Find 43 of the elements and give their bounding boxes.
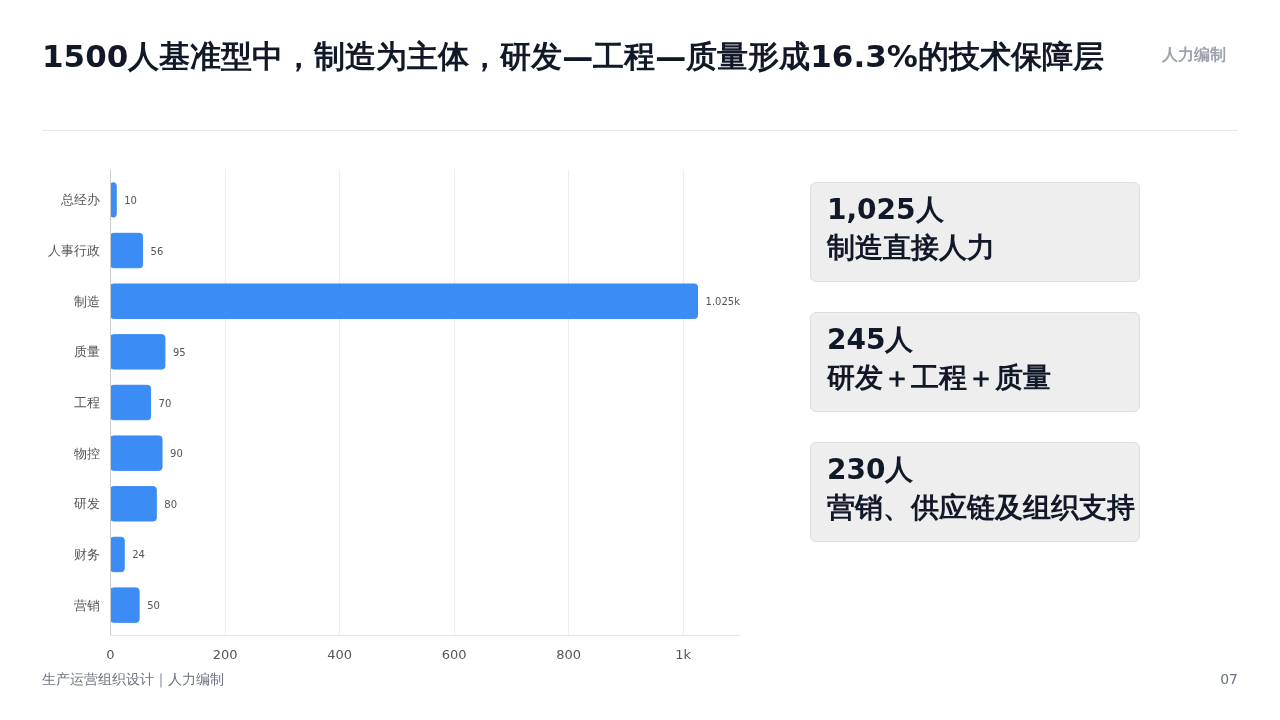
bar [110, 283, 699, 319]
x-tick-label: 400 [327, 646, 353, 662]
text: 生产运营组织设计｜人力编制 [42, 670, 224, 689]
bar [110, 334, 166, 370]
bar [110, 232, 144, 269]
bar [110, 536, 125, 573]
y-tick-label: 总经办 [59, 192, 100, 208]
text: 1,025人 [827, 193, 944, 226]
data-label: 56 [150, 245, 164, 257]
data-label: 10 [124, 194, 137, 206]
data-label: 95 [172, 346, 186, 358]
y-tick-label: 工程 [73, 395, 100, 410]
text: 人力编制 [1162, 44, 1226, 66]
chart-title: 1500人基准型中，制造为主体，研发—工程—质量形成16.3%的技术保障层 [42, 37, 1104, 76]
y-tick-label: 营销 [73, 597, 100, 613]
bar [110, 486, 157, 522]
y-tick-label: 研发 [73, 496, 100, 512]
data-label: 24 [132, 549, 145, 561]
y-tick-label: 财务 [73, 546, 100, 562]
y-tick-label: 制造 [73, 293, 100, 309]
data-label: 70 [158, 397, 172, 409]
text: 研发＋工程＋质量 [827, 361, 1051, 394]
text: 制造直接人力 [827, 231, 995, 264]
text: 07 [1220, 670, 1238, 689]
y-tick-label: 人事行政 [47, 243, 100, 259]
bar [110, 587, 140, 623]
data-label: 50 [147, 600, 160, 612]
x-tick-label: 200 [212, 646, 238, 662]
x-tick-label: 1k [675, 646, 692, 662]
data-label: 90 [170, 448, 183, 460]
data-label: 80 [164, 498, 178, 510]
x-tick-label: 0 [106, 646, 115, 662]
bar [110, 384, 152, 421]
x-tick-label: 800 [556, 646, 582, 662]
y-tick-label: 质量 [73, 344, 100, 360]
x-tick-label: 600 [441, 646, 467, 662]
text: 营销、供应链及组织支持 [827, 491, 1135, 524]
data-label: 1.025k [705, 295, 741, 307]
text: 230人 [827, 453, 914, 486]
text: 245人 [827, 323, 914, 356]
y-tick-label: 物控 [73, 445, 100, 461]
bar [110, 182, 117, 218]
bar [110, 435, 163, 471]
